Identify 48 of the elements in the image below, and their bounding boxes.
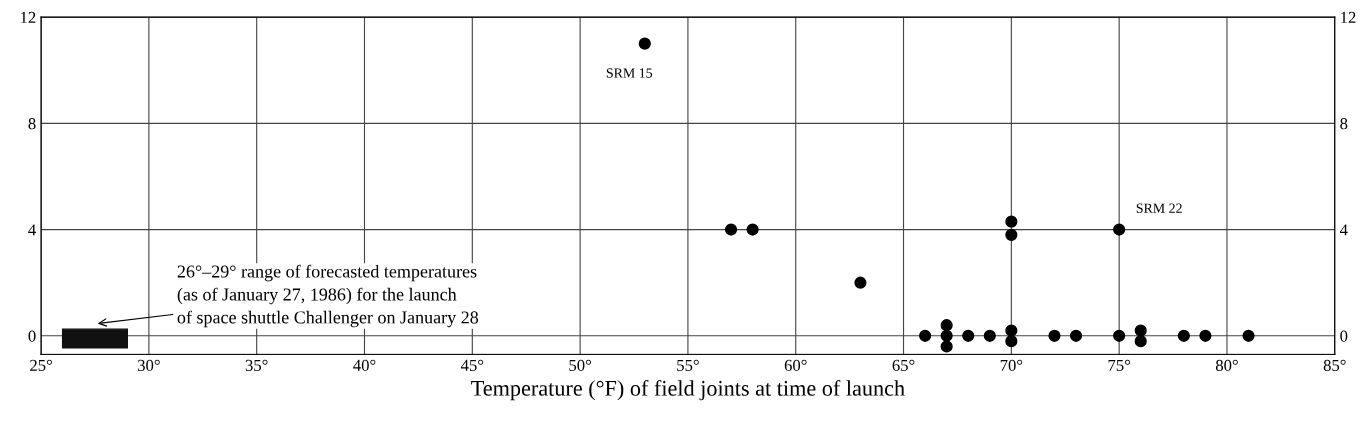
- point: [1113, 329, 1126, 342]
- point: [1005, 335, 1018, 348]
- y-tick-label: 8: [28, 118, 36, 130]
- x-tick-label: 65°: [892, 359, 915, 371]
- x-tick-label: 75°: [1108, 359, 1131, 371]
- y2-tick-label: 4: [1339, 224, 1348, 236]
- y2-tick-label: 0: [1340, 330, 1348, 342]
- point: [1177, 329, 1190, 342]
- point: [940, 319, 953, 332]
- y-tick-label: 12: [21, 11, 36, 23]
- point: [940, 340, 953, 353]
- x-tick-label: 60°: [784, 359, 807, 371]
- point: [724, 223, 738, 236]
- point: [1242, 329, 1255, 342]
- point: [1048, 329, 1061, 342]
- point: [1134, 324, 1147, 337]
- x-tick-label: 85°: [1323, 359, 1346, 371]
- band-label: 26°–29° range of forecasted temperatures (as of January 27, 1986) for the launch of space shuttle Challenger on January 28: [177, 264, 479, 328]
- point: [746, 223, 759, 236]
- point: [854, 276, 867, 289]
- point: [962, 329, 975, 342]
- point: [1113, 223, 1126, 236]
- point: [1005, 324, 1018, 337]
- point: [1134, 335, 1147, 348]
- x-tick-label: 80°: [1215, 359, 1238, 371]
- point: [1005, 228, 1018, 241]
- annotation: SRM 22: [1136, 203, 1182, 213]
- x-tick-label: 35°: [245, 359, 268, 371]
- x-tick-label: 25°: [30, 359, 52, 371]
- point: [919, 329, 932, 342]
- annotation: SRM 15: [606, 68, 653, 78]
- x-tick-label: 45°: [460, 359, 484, 371]
- y-tick-label: 0: [28, 330, 36, 342]
- y-tick-label: 4: [28, 224, 36, 236]
- x-tick-label: 50°: [569, 359, 591, 371]
- point: [638, 37, 651, 50]
- point: [1069, 329, 1083, 342]
- y2-tick-label: 8: [1340, 118, 1348, 130]
- point: [1005, 215, 1018, 228]
- x-tick-label: 70°: [1000, 359, 1023, 371]
- x-axis-title: Temperature (°F) of field joints at time of launch: [471, 379, 905, 401]
- x-tick-label: 40°: [353, 359, 376, 371]
- x-tick-label: 30°: [138, 359, 160, 371]
- point: [1199, 329, 1212, 342]
- point: [983, 329, 996, 342]
- point: [940, 329, 953, 342]
- x-tick-label: 55°: [677, 359, 699, 371]
- y2-tick-label: 12: [1341, 11, 1356, 23]
